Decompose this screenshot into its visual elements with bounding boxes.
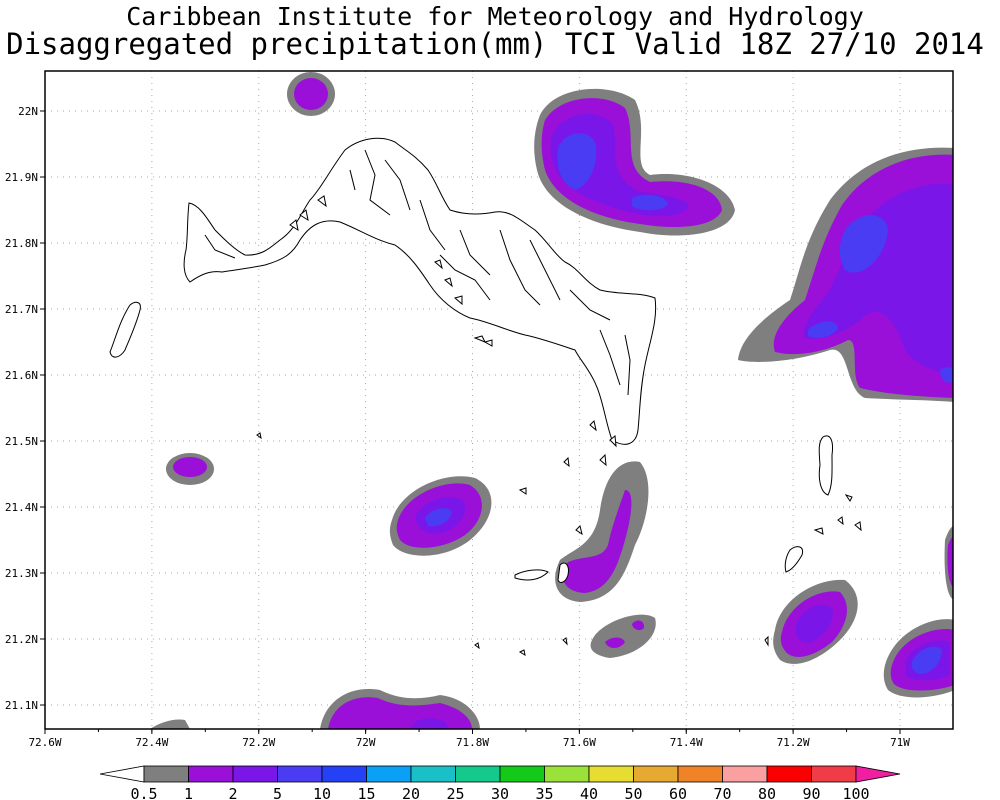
legend-level-label: 2 [228,785,237,800]
legend-level-label: 50 [624,785,642,800]
land-outlines [109,137,862,657]
island-salt-cay [784,546,804,573]
lat-label: 21.2N [5,633,38,646]
colorbar-legend: 0.5 1 2 5 10 15 20 25 30 35 40 50 60 70 80 90 100 [99,765,901,800]
legend-level-label: 60 [669,785,687,800]
legend-swatch [677,765,723,783]
legend-level-label: 100 [842,785,869,800]
legend-swatch [633,765,679,783]
legend-swatch [811,765,857,783]
map-frame [44,70,954,730]
legend-level-label: 25 [446,785,464,800]
title-product: Disaggregated precipitation(mm) TCI Vali… [6,27,984,61]
precip-area-north-center [534,88,735,236]
lon-label: 71.4W [670,736,703,749]
precip-area-south-east [773,525,953,698]
lon-label: 71.6W [563,736,596,749]
legend-swatch [232,765,278,783]
precip-area-small-west [166,453,214,485]
legend-level-label: 35 [535,785,553,800]
legend-level-label: 80 [758,785,776,800]
lat-label: 21.7N [5,303,38,316]
lon-label: 71W [890,736,910,749]
legend-level-label: 0.5 [130,785,157,800]
lat-label: 21.3N [5,567,38,580]
legend-level-label: 30 [491,785,509,800]
legend-level-label: 70 [713,785,731,800]
legend-swatch [366,765,412,783]
precip-area-south-west [150,689,480,729]
legend-level-label: 10 [313,785,331,800]
lat-label: 21.1N [5,699,38,712]
lon-label: 72.4W [135,736,168,749]
lon-label: 72W [356,736,376,749]
lon-label: 72.2W [242,736,275,749]
legend-level-label: 20 [402,785,420,800]
island-south-cay [514,569,549,581]
legend-level-label: 5 [273,785,282,800]
lat-label: 22N [18,105,38,118]
latitude-labels: 22N 21.9N 21.8N 21.7N 21.6N 21.5N 21.4N 21.3N 21… [5,105,45,712]
legend-swatch [588,765,634,783]
legend-swatch-below [99,765,145,783]
legend-swatch [722,765,768,783]
island-west-caicos [109,301,141,358]
legend-swatch [544,765,590,783]
precip-area-south-center [555,461,656,658]
lat-label: 21.5N [5,435,38,448]
legend-swatch [188,765,234,783]
title-institute: Caribbean Institute for Meteorology and … [126,2,864,31]
legend-swatch [499,765,545,783]
lat-label: 21.8N [5,237,38,250]
legend-swatch [321,765,367,783]
legend-swatch-above [855,765,901,783]
legend-level-label: 15 [357,785,375,800]
lon-label: 71.2W [777,736,810,749]
lat-label: 21.9N [5,171,38,184]
longitude-labels: 72.6W 72.4W 72.2W 72W 71.8W 71.6W 71.4W 71.2W 71… [28,729,910,749]
precip-area-small-north [287,72,335,116]
island-grand-turk [818,435,833,496]
legend-level-label: 1 [184,785,193,800]
legend-swatch [277,765,323,783]
lat-label: 21.6N [5,369,38,382]
precip-area-center [389,476,492,556]
island-south-cay-2 [557,562,569,583]
legend-swatch [410,765,456,783]
legend-swatch [766,765,812,783]
legend-swatch [455,765,501,783]
legend-level-label: 90 [802,785,820,800]
lat-label: 21.4N [5,501,38,514]
legend-swatch [143,765,189,783]
precip-area-east [738,147,953,402]
lon-label: 71.8W [456,736,489,749]
lon-label: 72.6W [28,736,61,749]
legend-level-label: 40 [580,785,598,800]
